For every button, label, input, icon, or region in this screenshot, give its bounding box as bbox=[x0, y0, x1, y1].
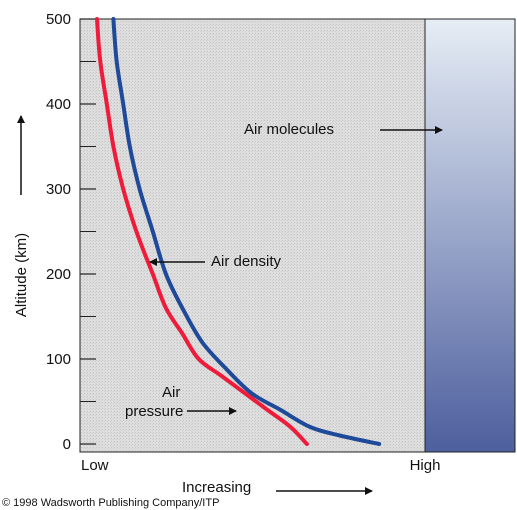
air-molecules-band bbox=[425, 19, 515, 452]
y-tick-label: 0 bbox=[63, 436, 71, 453]
air-molecules-label: Air molecules bbox=[244, 121, 334, 138]
air-density-curve bbox=[111, 17, 382, 446]
x-tick-low: Low bbox=[81, 457, 109, 474]
series-layer bbox=[95, 17, 382, 446]
y-axis-label: Altitude (km) bbox=[13, 233, 30, 317]
copyright-credit: © 1998 Wadsworth Publishing Company/ITP bbox=[2, 497, 219, 509]
x-axis-label: Increasing bbox=[182, 479, 251, 496]
plot-area bbox=[80, 19, 425, 452]
y-tick-label: 300 bbox=[46, 181, 71, 198]
air-pressure-label-1: Air bbox=[162, 384, 180, 401]
y-tick-label: 200 bbox=[46, 266, 71, 283]
air-density-label: Air density bbox=[211, 253, 282, 270]
air-pressure-label-2: pressure bbox=[125, 403, 183, 420]
y-tick-label: 500 bbox=[46, 11, 71, 28]
y-tick-label: 100 bbox=[46, 351, 71, 368]
x-tick-high: High bbox=[410, 457, 441, 474]
air-pressure-curve bbox=[95, 17, 309, 446]
y-axis: 0 100 200 300 400 500 bbox=[46, 11, 96, 453]
plot-frame bbox=[79, 18, 516, 453]
y-tick-label: 400 bbox=[46, 96, 71, 113]
